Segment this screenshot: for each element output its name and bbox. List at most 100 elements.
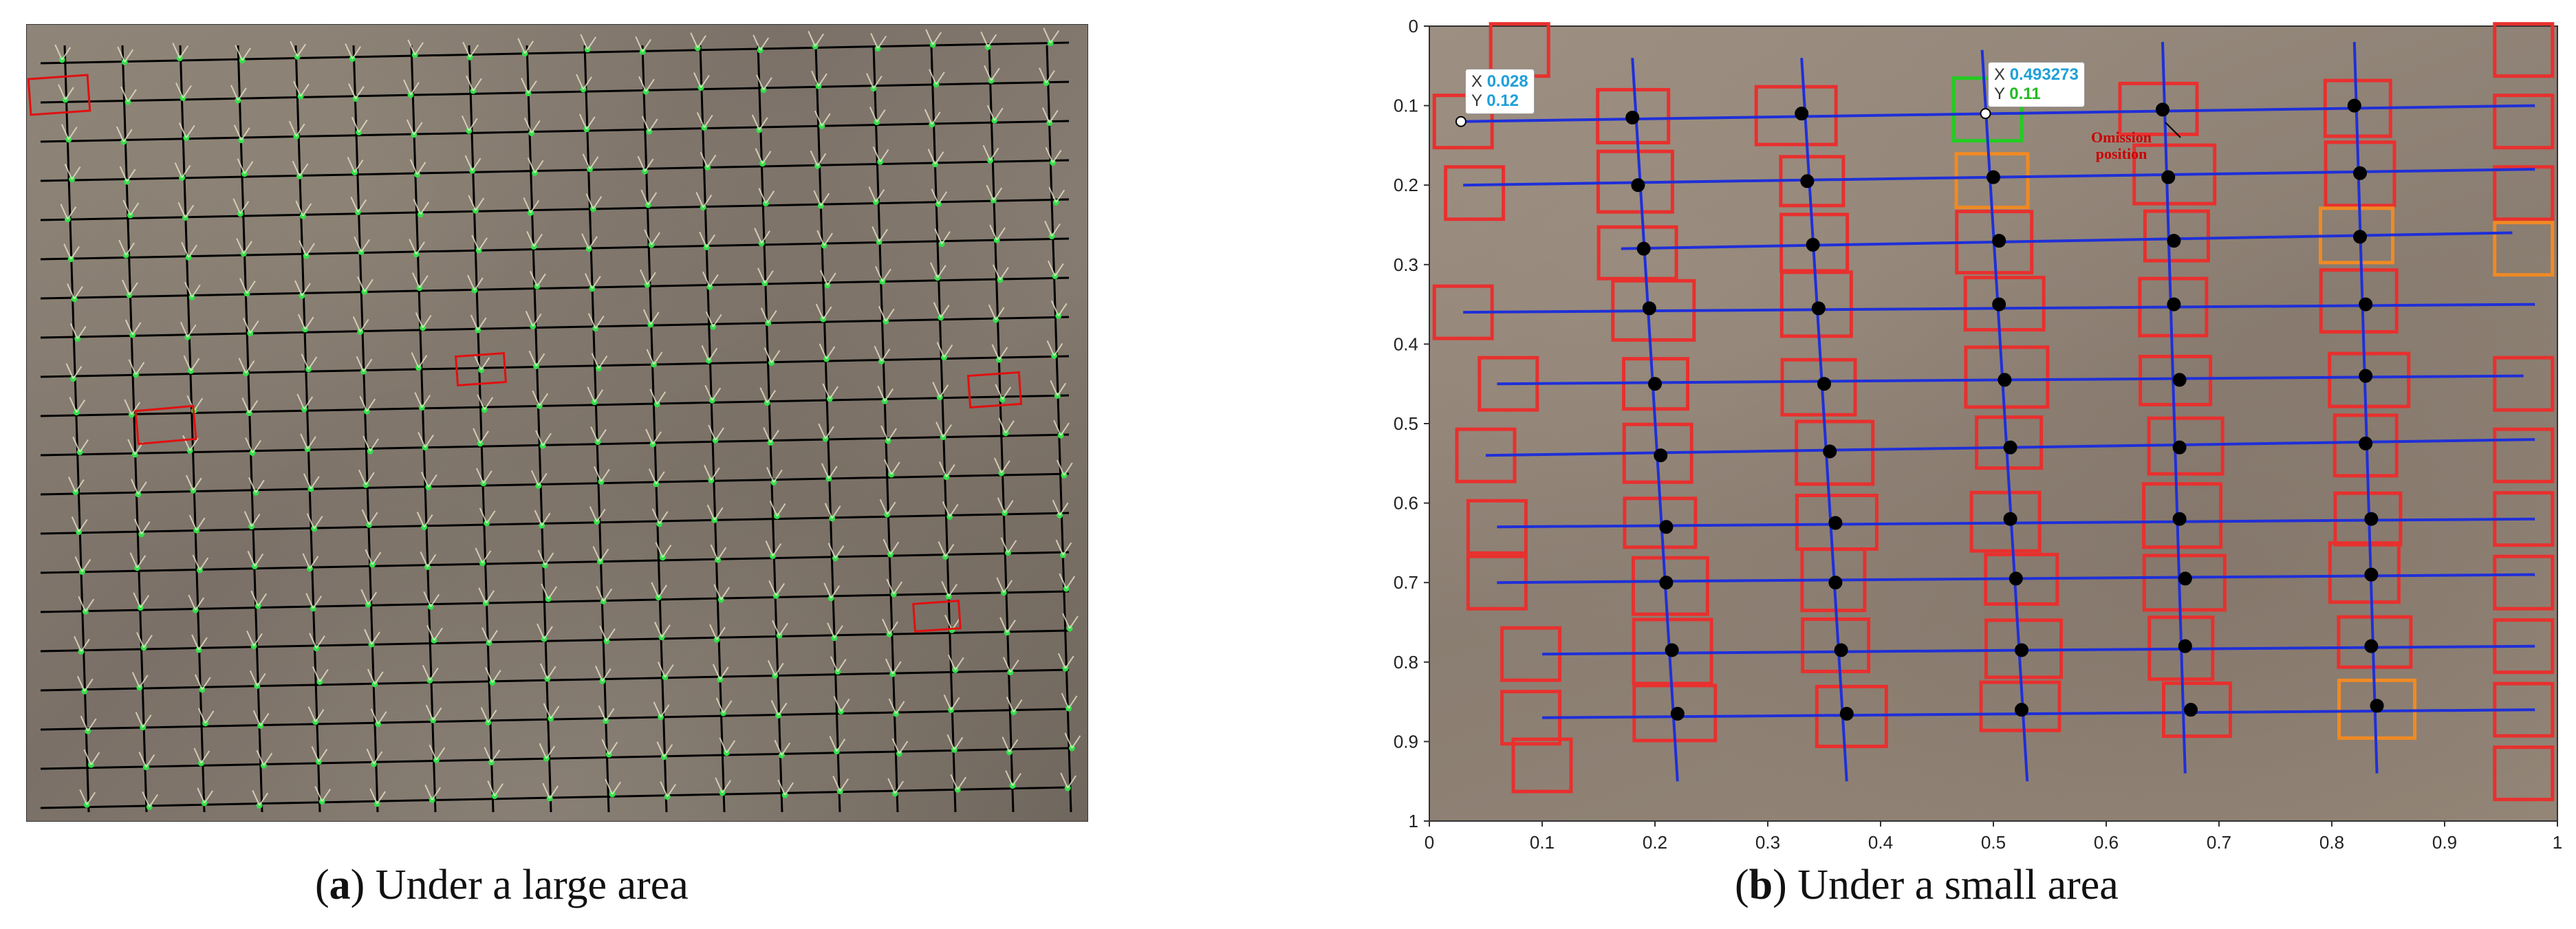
grid-row-line — [40, 316, 1070, 339]
seedling-leaf — [726, 740, 736, 754]
seedling-leaf — [991, 67, 1000, 81]
grid-col-line — [1046, 45, 1072, 813]
seedling-leaf — [765, 190, 775, 204]
x-tick-label: 0 — [1425, 832, 1434, 853]
seedling-leaf — [656, 741, 665, 758]
seedling-leaf — [658, 584, 668, 598]
seedling-leaf — [701, 345, 710, 361]
seedling-leaf — [646, 349, 655, 365]
seedling-leaf — [129, 552, 138, 569]
seedling-leaf — [1053, 342, 1063, 356]
seedling-leaf — [664, 664, 674, 678]
seedling-leaf — [644, 229, 653, 245]
seedling-leaf — [309, 633, 317, 649]
seedling-leaf — [836, 739, 846, 752]
seedling-leaf — [245, 360, 255, 374]
seedling-leaf — [1050, 30, 1060, 44]
grid-row-line — [40, 472, 1070, 496]
seedling-leaf — [351, 117, 360, 133]
seedling-leaf — [711, 467, 720, 481]
detection-box — [1511, 737, 1573, 794]
seedling-leaf — [307, 436, 316, 450]
seedling-leaf — [528, 350, 537, 367]
seedling-leaf — [1045, 147, 1054, 163]
seedling-leaf — [635, 36, 644, 52]
seedling-leaf — [993, 187, 1003, 201]
seedling-leaf — [318, 669, 329, 683]
seedling-leaf — [350, 197, 359, 212]
seedling-leaf — [183, 355, 192, 371]
seedling-leaf — [376, 791, 387, 805]
seedling-leaf — [883, 538, 891, 555]
seedling-leaf — [243, 161, 254, 175]
seedling-leaf — [877, 385, 886, 402]
seedling-leaf — [827, 272, 836, 286]
seedling-leaf — [757, 267, 766, 284]
seedling-leaf — [433, 627, 443, 641]
intersection-point — [2347, 98, 2361, 113]
seedling-leaf — [957, 776, 967, 790]
seedling-leaf — [491, 670, 501, 684]
seedling-leaf — [715, 427, 724, 441]
seedling-leaf — [358, 469, 367, 485]
seedling-leaf — [122, 199, 131, 216]
seedling-leaf — [710, 544, 719, 560]
grid-row-line — [40, 355, 1070, 378]
intersection-point — [2172, 440, 2187, 455]
seedling-leaf — [530, 120, 541, 134]
seedling-leaf — [117, 46, 126, 63]
grid-row-line — [40, 159, 1070, 182]
seedling-leaf — [821, 463, 830, 479]
tip2-x-label: X — [1994, 65, 2006, 84]
seedling-leaf — [894, 780, 905, 794]
seedling-leaf — [237, 87, 247, 101]
seedling-leaf — [129, 202, 140, 216]
seedling-leaf — [468, 195, 477, 211]
seedling-leaf — [180, 321, 188, 338]
seedling-leaf — [294, 280, 303, 296]
seedling-leaf — [175, 83, 184, 98]
grid-col-line — [410, 45, 437, 813]
detection-box — [1780, 358, 1857, 417]
intersection-point — [2364, 639, 2379, 653]
seedling-leaf — [544, 552, 554, 566]
column-fit-line — [1631, 58, 1679, 782]
y-tick-label: 0 — [1409, 16, 1418, 36]
seedling-leaf — [769, 500, 778, 516]
seedling-leaf — [598, 355, 608, 369]
seedling-leaf — [191, 284, 201, 298]
seedling-leaf — [119, 166, 128, 182]
seedling-leaf — [953, 736, 964, 750]
seedling-leaf — [986, 184, 995, 201]
seedling-leaf — [356, 356, 365, 372]
seedling-leaf — [186, 324, 197, 338]
tip1-y-label: Y — [1471, 91, 1482, 110]
seedling-leaf — [127, 439, 136, 455]
seedling-leaf — [468, 118, 478, 131]
seedling-leaf — [988, 304, 997, 320]
seedling-leaf — [1052, 499, 1061, 516]
seedling-leaf — [474, 277, 484, 291]
seedling-leaf — [435, 747, 446, 761]
intersection-point — [2353, 166, 2367, 180]
seedling-leaf — [872, 146, 881, 162]
seedling-leaf — [1071, 735, 1081, 749]
seedling-leaf — [756, 74, 764, 91]
seedling-leaf — [198, 637, 208, 651]
y-tick-label: 0.7 — [1394, 572, 1418, 593]
seedling-leaf — [79, 789, 88, 805]
grid-row-line — [40, 80, 1070, 104]
caption-a-letter: a — [329, 862, 351, 908]
seedling-leaf — [245, 437, 253, 453]
intersection-point — [1806, 237, 1820, 252]
detection-box — [2493, 356, 2555, 412]
seedling-leaf — [142, 791, 151, 807]
seedling-leaf — [649, 389, 658, 405]
seedling-leaf — [484, 747, 493, 763]
seedling-leaf — [318, 749, 328, 763]
seedling-leaf — [1065, 576, 1076, 589]
seedling-leaf — [821, 113, 831, 127]
seedling-leaf — [537, 623, 545, 640]
detection-box — [1964, 345, 2050, 409]
seedling-leaf — [133, 592, 142, 609]
